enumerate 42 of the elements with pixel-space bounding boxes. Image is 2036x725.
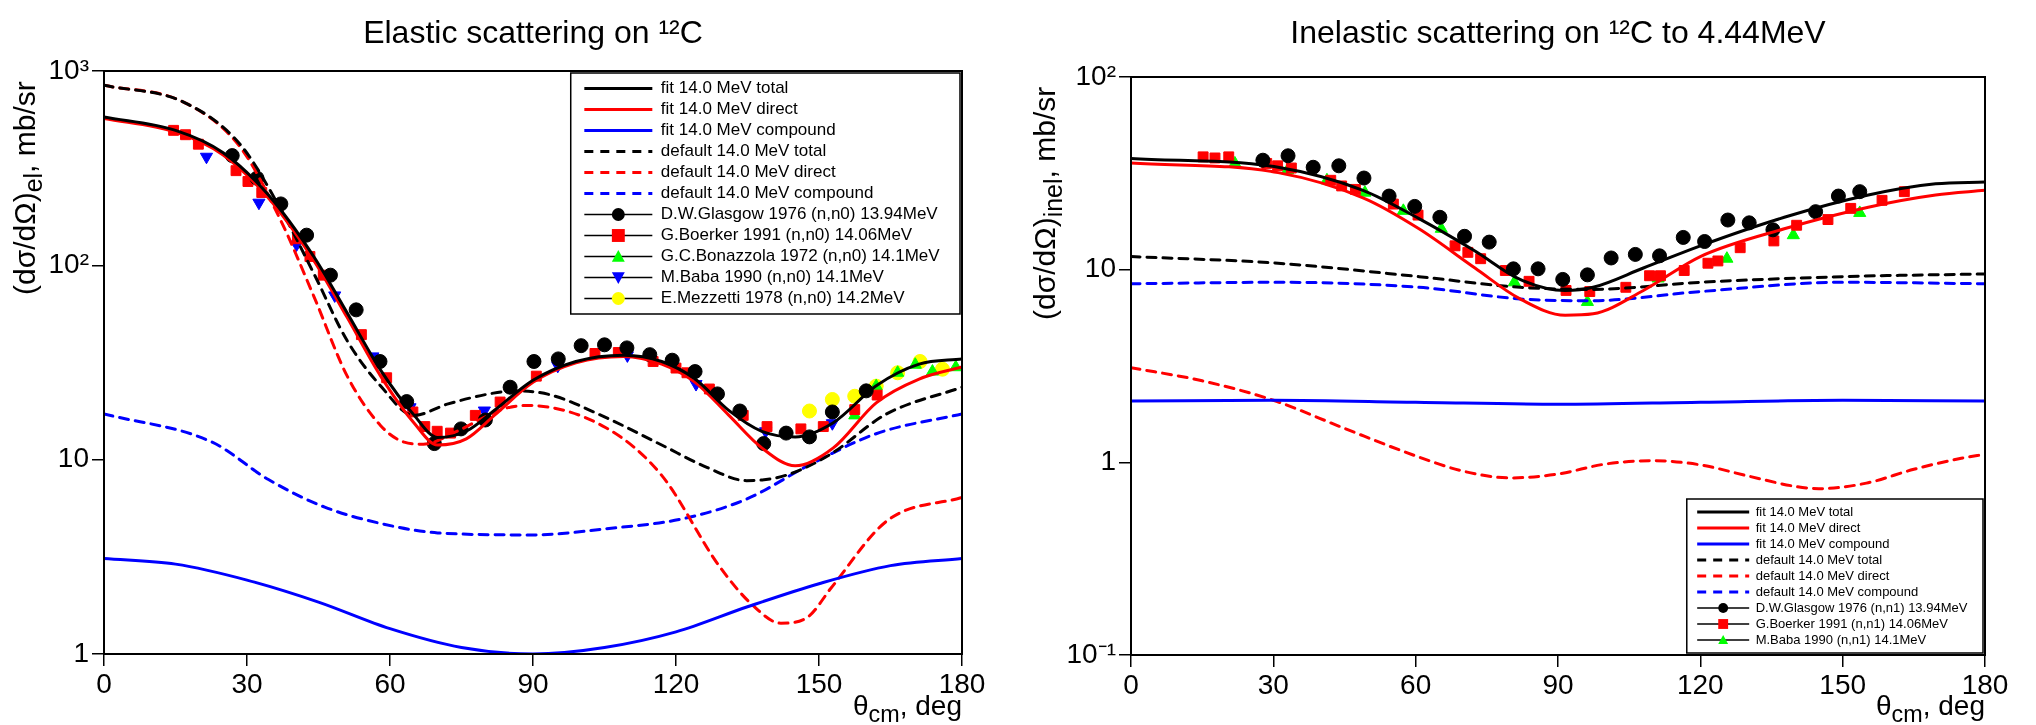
x-tick-label: 150: [1819, 668, 1867, 700]
y-tick-label: 10: [1084, 252, 1116, 284]
x-tick-label: 150: [795, 667, 843, 699]
chart-title: Inelastic scattering on ¹²C to 4.44MeV: [1289, 14, 1827, 51]
y-tick-label: 10⁻¹: [1066, 637, 1116, 669]
x-tick-label: 0: [96, 667, 112, 699]
x-tick-label: 60: [374, 667, 406, 699]
legend-label: default 14.0 MeV compound: [660, 183, 874, 203]
legend-label: fit 14.0 MeV direct: [1755, 519, 1861, 535]
y-tick-label: 1: [73, 636, 89, 668]
legend-label: fit 14.0 MeV compound: [1755, 535, 1890, 551]
legend-label: default 14.0 MeV total: [660, 141, 827, 161]
y-tick-label: 10²: [1075, 59, 1116, 91]
legend-label: fit 14.0 MeV direct: [660, 99, 799, 119]
legend-label: E.Mezzetti 1978 (n,n0) 14.2MeV: [660, 288, 906, 308]
x-tick-label: 90: [1542, 668, 1574, 700]
y-tick-label: 1: [1100, 445, 1116, 477]
legend-label: fit 14.0 MeV total: [1755, 503, 1854, 519]
x-tick-label: 120: [652, 667, 700, 699]
x-tick-label: 0: [1123, 668, 1139, 700]
y-tick-label: 10²: [48, 248, 89, 280]
legend-label: fit 14.0 MeV total: [660, 78, 789, 98]
x-tick-label: 30: [1257, 668, 1289, 700]
y-tick-label: 10³: [48, 53, 89, 85]
chart-title: Elastic scattering on ¹²C: [362, 14, 704, 51]
legend-label: G.C.Bonazzola 1972 (n,n0) 14.1MeV: [660, 246, 941, 266]
legend-label: D.W.Glasgow 1976 (n,n1) 13.94MeV: [1755, 599, 1968, 615]
x-tick-label: 120: [1676, 668, 1724, 700]
legend-label: default 14.0 MeV compound: [1755, 583, 1919, 599]
y-tick-label: 10: [57, 442, 89, 474]
legend-label: M.Baba 1990 (n,n1) 14.1MeV: [1755, 631, 1927, 647]
legend-label: default 14.0 MeV direct: [660, 162, 836, 182]
legend-label: default 14.0 MeV direct: [1755, 567, 1890, 583]
legend-label: M.Baba 1990 (n,n0) 14.1MeV: [660, 267, 885, 287]
x-tick-label: 30: [231, 667, 263, 699]
legend-label: default 14.0 MeV total: [1755, 551, 1883, 567]
x-tick-label: 90: [517, 667, 549, 699]
legend-label: G.Boerker 1991 (n,n0) 14.06MeV: [660, 225, 913, 245]
legend-label: G.Boerker 1991 (n,n1) 14.06MeV: [1755, 615, 1949, 631]
legend-label: D.W.Glasgow 1976 (n,n0) 13.94MeV: [660, 204, 939, 224]
legend-label: fit 14.0 MeV compound: [660, 120, 836, 140]
x-tick-label: 60: [1400, 668, 1432, 700]
